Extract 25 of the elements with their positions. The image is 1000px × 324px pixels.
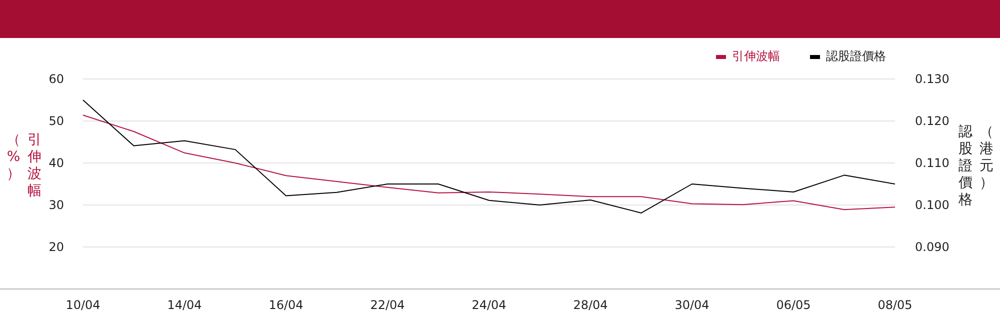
x-tick-label: 10/04 [66,298,100,312]
y-tick-label: 60 [48,72,64,86]
y2-axis-title: 認股證價格（港元） [958,124,994,209]
x-tick-label: 24/04 [472,298,506,312]
x-tick-label: 14/04 [167,298,202,312]
y2-tick-label: 0.090 [915,240,950,254]
y2-tick-label: 0.120 [915,114,950,128]
y-tick-label: 30 [48,198,64,212]
y-tick-label: 20 [48,240,64,254]
y-axis-title: 引伸波幅（%） [6,132,42,200]
y2-tick-label: 0.100 [915,198,950,212]
y2-tick-label: 0.110 [915,156,950,170]
line-series [82,114,896,210]
y2-tick-label: 0.130 [915,72,950,86]
x-tick-label: 08/05 [878,298,912,312]
legend-label: 認股證價格 [826,49,886,63]
y-tick-label: 40 [48,156,64,170]
legend-label: 引伸波幅 [732,49,780,63]
x-tick-label: 30/04 [674,298,710,312]
x-tick-label: 22/04 [370,298,405,312]
line-series [82,100,896,214]
x-tick-label: 06/05 [776,298,811,312]
x-tick-label: 28/04 [573,298,608,312]
x-tick-label: 16/04 [268,298,304,312]
y-tick-label: 50 [48,114,64,128]
